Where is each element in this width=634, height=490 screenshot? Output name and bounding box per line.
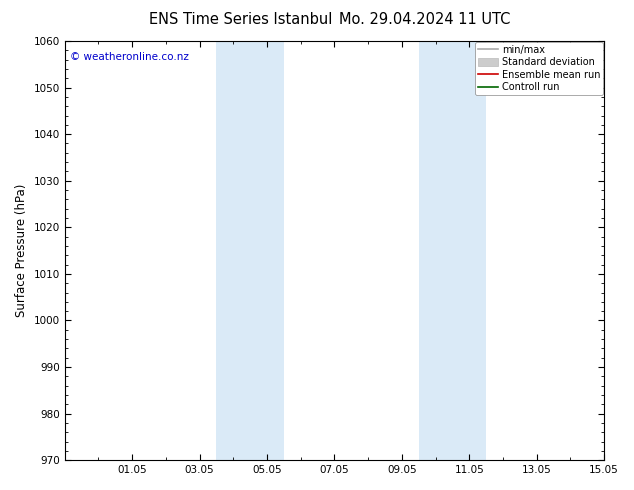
Y-axis label: Surface Pressure (hPa): Surface Pressure (hPa) — [15, 184, 28, 318]
Legend: min/max, Standard deviation, Ensemble mean run, Controll run: min/max, Standard deviation, Ensemble me… — [476, 42, 603, 95]
Text: Mo. 29.04.2024 11 UTC: Mo. 29.04.2024 11 UTC — [339, 12, 510, 27]
Bar — [418, 41, 486, 460]
Text: ENS Time Series Istanbul: ENS Time Series Istanbul — [149, 12, 333, 27]
Bar — [216, 41, 284, 460]
Text: © weatheronline.co.nz: © weatheronline.co.nz — [70, 51, 189, 62]
